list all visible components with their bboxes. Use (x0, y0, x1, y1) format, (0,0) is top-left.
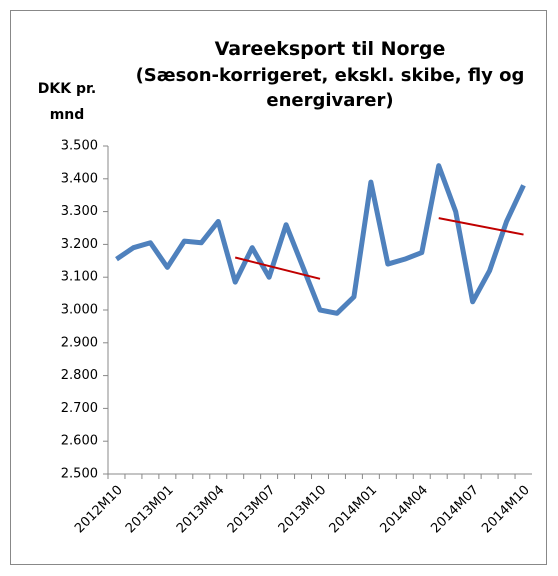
y-tick-label: 3.500 (61, 139, 98, 154)
frame (10, 10, 547, 565)
chart-subtitle: (Sæson-korrigeret, ekskl. skibe, fly og … (135, 65, 525, 111)
y-tick-label: 2.800 (61, 368, 98, 383)
data-line (115, 163, 526, 316)
chart-title: Vareeksport til Norge (214, 38, 446, 60)
y-tick-label: 3.300 (61, 204, 98, 219)
y-axis-label: DKK pr. mnd (37, 81, 97, 123)
y-tick-label: 3.100 (61, 270, 98, 285)
y-tick-label: 3.000 (61, 303, 98, 318)
trend-line (234, 256, 321, 280)
y-tick-label: 3.400 (61, 171, 98, 186)
y-tick-label: 2.500 (61, 467, 98, 482)
y-tick-label: 2.700 (61, 401, 98, 416)
y-tick-label: 2.900 (61, 335, 98, 350)
trend-line (438, 217, 524, 236)
y-tick-label: 2.600 (61, 434, 98, 449)
y-tick-label: 3.200 (61, 237, 98, 252)
